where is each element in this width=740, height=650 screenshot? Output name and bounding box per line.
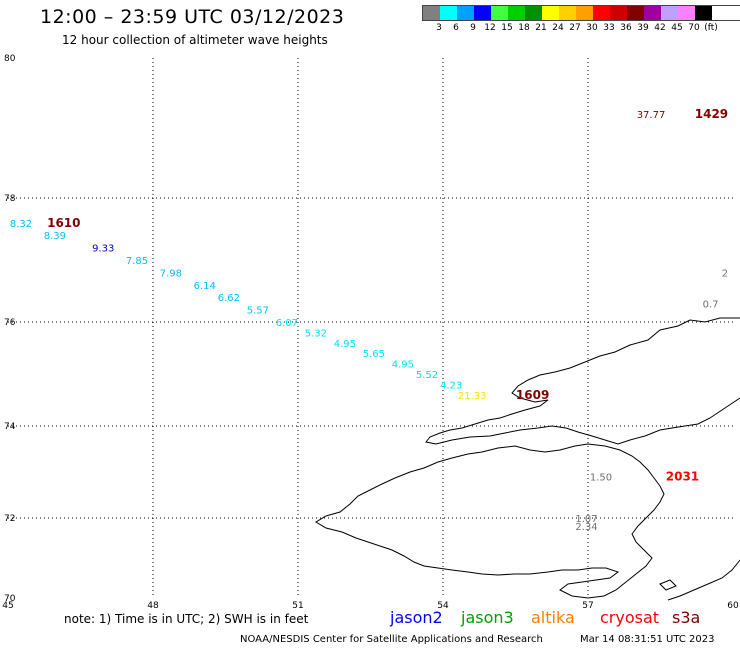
satellite-legend-cryosat: cryosat: [600, 608, 660, 627]
color-scale-label: 33: [603, 23, 615, 33]
color-scale-labels: 3 6 9 12 15 18 21 24 27 30 33 36 39 42 45 70 (ft): [422, 21, 740, 35]
color-scale-swatch: [695, 6, 712, 20]
color-scale-label: (ft): [704, 23, 718, 33]
latitude-label: 72: [4, 514, 15, 524]
color-scale-label: 15: [501, 23, 513, 33]
color-scale-label: 24: [552, 23, 564, 33]
color-scale-label: 39: [637, 23, 649, 33]
color-scale-swatch: [610, 6, 627, 20]
wave-height-value: 9.33: [92, 244, 114, 255]
coastline-islet: [659, 579, 677, 591]
wave-height-value: 37.77: [637, 110, 666, 121]
color-scale-label: 70: [688, 23, 700, 33]
color-scale-swatch: [457, 6, 474, 20]
wave-height-value: 1.50: [590, 473, 612, 484]
wave-height-value: 0.7: [703, 299, 719, 310]
wave-height-value: 2.34: [575, 522, 597, 533]
longitude-label: 57: [582, 601, 593, 611]
color-scale-swatch: [423, 6, 440, 20]
latitude-label: 70: [4, 594, 16, 604]
longitude-label: 48: [147, 601, 159, 611]
page-subtitle: 12 hour collection of altimeter wave hei…: [62, 33, 328, 47]
wave-height-color-scale: 3 6 9 12 15 18 21 24 27 30 33 36 39 42 45 70 (ft): [422, 5, 740, 35]
wave-height-value: 5.32: [305, 328, 327, 339]
latitude-label: 78: [4, 194, 16, 204]
wave-height-value: 5.65: [363, 349, 385, 360]
color-scale-swatch: [440, 6, 457, 20]
satellite-legend-jason3: jason3: [461, 608, 514, 627]
color-scale-label: 18: [518, 23, 530, 33]
wave-height-observations: 8.32 8.39 9.33 7.85 7.98 6.146.62 5.57 6.07 5.32…: [10, 110, 728, 533]
color-scale-swatch: [644, 6, 661, 20]
satellite-legend-jason2: jason2: [390, 608, 443, 627]
credit-line: NOAA/NESDIS Center for Satellite Applica…: [240, 634, 543, 645]
color-scale-label: 9: [470, 23, 476, 33]
pass-time-label: 1609: [516, 388, 549, 402]
coastline-mainland: [667, 559, 740, 601]
color-scale-label: 3: [436, 23, 442, 33]
pass-time-label: 1429: [695, 107, 728, 121]
wave-height-value: 7.85: [126, 256, 148, 267]
wave-height-value: 4.95: [334, 339, 356, 350]
color-scale-swatch: [508, 6, 525, 20]
latitude-label: 74: [4, 422, 16, 432]
pass-time-label: 2031: [666, 470, 699, 484]
color-scale-label: 12: [484, 23, 496, 33]
wave-height-value: 6.14: [194, 281, 216, 292]
wave-height-value: 5.57: [247, 306, 269, 317]
wave-height-value: 21.33: [458, 391, 487, 402]
wave-height-value: 4.23: [440, 380, 462, 391]
color-scale-swatch: [491, 6, 508, 20]
coastline: [315, 317, 740, 601]
wave-height-value: 5.52: [416, 370, 438, 381]
wave-height-value: 1.07: [575, 514, 597, 525]
color-scale-swatch: [525, 6, 542, 20]
color-scale-swatch: [661, 6, 678, 20]
wave-height-value: 8.39: [44, 231, 66, 242]
coastline-south-island: [315, 443, 665, 599]
pass-time-labels: 1610 1609 2031 1429: [47, 107, 728, 484]
color-scale-label: 6: [453, 23, 459, 33]
color-scale-swatch: [576, 6, 593, 20]
color-scale-swatch: [593, 6, 610, 20]
color-scale-label: 42: [654, 23, 666, 33]
longitude-label: 54: [437, 601, 449, 611]
longitude-label: 60: [727, 601, 739, 611]
color-scale-label: 30: [586, 23, 598, 33]
longitude-label: 45: [2, 601, 13, 611]
color-scale-swatch: [542, 6, 559, 20]
map-gridlines: [8, 58, 733, 598]
credit-timestamp: Mar 14 08:31:51 UTC 2023: [580, 634, 715, 645]
color-scale-label: 36: [620, 23, 632, 33]
wave-height-value: 6.07: [276, 318, 298, 329]
latitude-label: 76: [4, 318, 16, 328]
color-scale-label: 21: [535, 23, 547, 33]
page-title: 12:00 – 23:59 UTC 03/12/2023: [40, 6, 345, 28]
color-scale-swatches: [422, 5, 740, 21]
wave-height-value: 8.32: [10, 219, 32, 230]
coastline-north-island: [425, 317, 740, 445]
longitude-label: 51: [292, 601, 303, 611]
wave-height-value: 4.95: [392, 360, 414, 371]
color-scale-swatch: [474, 6, 491, 20]
latitude-label: 80: [4, 54, 16, 64]
pass-time-label: 1610: [47, 216, 80, 230]
color-scale-swatch: [678, 6, 695, 20]
color-scale-label: 45: [671, 23, 683, 33]
color-scale-swatch: [627, 6, 644, 20]
color-scale-label: 27: [569, 23, 581, 33]
wave-height-value: 6.62: [218, 293, 240, 304]
color-scale-swatch: [559, 6, 576, 20]
satellite-legend-altika: altika: [531, 608, 575, 627]
wave-height-value: 7.98: [160, 268, 182, 279]
satellite-legend-s3a: s3a: [672, 608, 701, 627]
wave-height-value: 2: [722, 268, 728, 279]
footer-note: note: 1) Time is in UTC; 2) SWH is in fe…: [64, 612, 309, 626]
